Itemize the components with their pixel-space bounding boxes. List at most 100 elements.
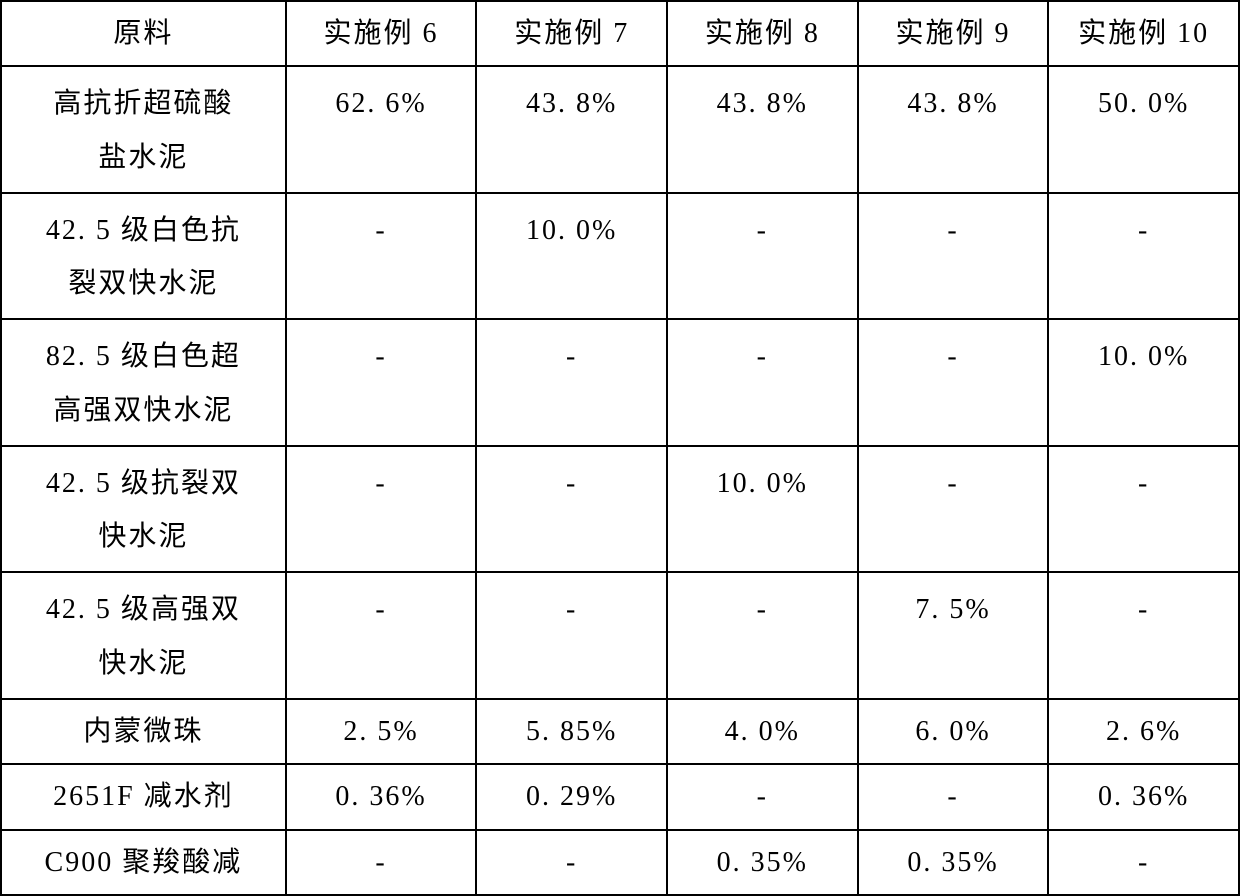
data-cell: -: [286, 446, 477, 573]
row-label: C900 聚羧酸减: [6, 836, 281, 889]
cell-value: 0. 35%: [907, 847, 998, 878]
cell-value: 4. 0%: [725, 716, 800, 747]
table-row: 高抗折超硫酸盐水泥 62. 6% 43. 8% 43. 8% 43. 8% 50. 0%: [1, 66, 1239, 193]
data-cell: 0. 36%: [1048, 764, 1239, 829]
cell-value: -: [947, 781, 958, 812]
data-cell: -: [667, 572, 858, 699]
header-label: 实施例 8: [705, 18, 820, 49]
data-cell: -: [858, 764, 1049, 829]
header-cell: 实施例 6: [286, 1, 477, 66]
data-cell: -: [858, 193, 1049, 320]
cell-value: -: [757, 215, 768, 246]
row-label: 42. 5 级白色抗裂双快水泥: [6, 204, 281, 310]
row-label: 82. 5 级白色超高强双快水泥: [6, 330, 281, 436]
data-cell: -: [858, 446, 1049, 573]
header-label: 实施例 10: [1078, 18, 1209, 49]
cell-value: -: [947, 215, 958, 246]
row-label-cell: 内蒙微珠: [1, 699, 286, 764]
row-label-cell: 42. 5 级高强双快水泥: [1, 572, 286, 699]
data-cell: -: [476, 572, 667, 699]
header-label: 实施例 9: [895, 18, 1010, 49]
table-body: 原料 实施例 6 实施例 7 实施例 8 实施例 9 实施例 10 高抗折超硫酸…: [1, 1, 1239, 895]
table-row: 42. 5 级抗裂双快水泥 - - 10. 0% - -: [1, 446, 1239, 573]
cell-value: -: [947, 468, 958, 499]
cell-value: -: [566, 594, 577, 625]
data-cell: 10. 0%: [1048, 319, 1239, 446]
header-label: 实施例 7: [514, 18, 629, 49]
data-cell: -: [667, 764, 858, 829]
data-cell: -: [1048, 572, 1239, 699]
header-cell: 实施例 8: [667, 1, 858, 66]
table-row: C900 聚羧酸减 - - 0. 35% 0. 35% -: [1, 830, 1239, 895]
data-cell: 10. 0%: [667, 446, 858, 573]
data-cell: 0. 35%: [667, 830, 858, 895]
cell-value: -: [1138, 594, 1149, 625]
header-cell: 原料: [1, 1, 286, 66]
data-cell: 2. 6%: [1048, 699, 1239, 764]
cell-value: -: [375, 215, 386, 246]
cell-value: 50. 0%: [1098, 88, 1189, 119]
data-cell: -: [286, 830, 477, 895]
cell-value: 0. 36%: [335, 781, 426, 812]
table-container: 原料 实施例 6 实施例 7 实施例 8 实施例 9 实施例 10 高抗折超硫酸…: [0, 0, 1240, 896]
row-label: 42. 5 级高强双快水泥: [6, 583, 281, 689]
data-table: 原料 实施例 6 实施例 7 实施例 8 实施例 9 实施例 10 高抗折超硫酸…: [0, 0, 1240, 896]
row-label-cell: 42. 5 级抗裂双快水泥: [1, 446, 286, 573]
data-cell: 0. 35%: [858, 830, 1049, 895]
cell-value: 10. 0%: [717, 468, 808, 499]
data-cell: 5. 85%: [476, 699, 667, 764]
data-cell: -: [1048, 193, 1239, 320]
cell-value: 10. 0%: [1098, 341, 1189, 372]
row-label-cell: 2651F 减水剂: [1, 764, 286, 829]
table-row: 内蒙微珠 2. 5% 5. 85% 4. 0% 6. 0% 2. 6%: [1, 699, 1239, 764]
cell-value: -: [566, 468, 577, 499]
cell-value: 10. 0%: [526, 215, 617, 246]
data-cell: 43. 8%: [667, 66, 858, 193]
row-label-cell: 高抗折超硫酸盐水泥: [1, 66, 286, 193]
data-cell: 43. 8%: [476, 66, 667, 193]
cell-value: 5. 85%: [526, 716, 617, 747]
header-label: 实施例 6: [324, 18, 439, 49]
cell-value: -: [757, 341, 768, 372]
cell-value: 2. 5%: [343, 716, 418, 747]
header-cell: 实施例 7: [476, 1, 667, 66]
cell-value: -: [1138, 215, 1149, 246]
cell-value: -: [757, 781, 768, 812]
row-label-cell: 42. 5 级白色抗裂双快水泥: [1, 193, 286, 320]
header-cell: 实施例 10: [1048, 1, 1239, 66]
table-row: 82. 5 级白色超高强双快水泥----10. 0%: [1, 319, 1239, 446]
cell-value: -: [375, 341, 386, 372]
cell-value: 0. 36%: [1098, 781, 1189, 812]
data-cell: 43. 8%: [858, 66, 1049, 193]
data-cell: -: [476, 446, 667, 573]
data-cell: -: [286, 193, 477, 320]
row-label: 42. 5 级抗裂双快水泥: [6, 457, 281, 563]
cell-value: 6. 0%: [915, 716, 990, 747]
cell-value: 62. 6%: [335, 88, 426, 119]
cell-value: 2. 6%: [1106, 716, 1181, 747]
cell-value: -: [1138, 847, 1149, 878]
data-cell: 0. 29%: [476, 764, 667, 829]
data-cell: -: [286, 319, 477, 446]
row-label-cell: C900 聚羧酸减: [1, 830, 286, 895]
header-cell: 实施例 9: [858, 1, 1049, 66]
table-row: 42. 5 级白色抗裂双快水泥 - 10. 0% - - -: [1, 193, 1239, 320]
cell-value: 43. 8%: [717, 88, 808, 119]
row-label: 高抗折超硫酸盐水泥: [6, 77, 281, 183]
row-label: 内蒙微珠: [6, 705, 281, 758]
cell-value: 7. 5%: [915, 594, 990, 625]
data-cell: 0. 36%: [286, 764, 477, 829]
data-cell: 6. 0%: [858, 699, 1049, 764]
table-row: 2651F 减水剂 0. 36% 0. 29% - - 0. 36%: [1, 764, 1239, 829]
header-label: 原料: [113, 18, 173, 49]
table-row: 42. 5 级高强双快水泥---7. 5%-: [1, 572, 1239, 699]
cell-value: 0. 29%: [526, 781, 617, 812]
data-cell: -: [1048, 446, 1239, 573]
table-header-row: 原料 实施例 6 实施例 7 实施例 8 实施例 9 实施例 10: [1, 1, 1239, 66]
cell-value: -: [757, 594, 768, 625]
cell-value: -: [375, 468, 386, 499]
row-label: 2651F 减水剂: [6, 770, 281, 823]
cell-value: -: [566, 847, 577, 878]
data-cell: 7. 5%: [858, 572, 1049, 699]
cell-value: -: [375, 847, 386, 878]
